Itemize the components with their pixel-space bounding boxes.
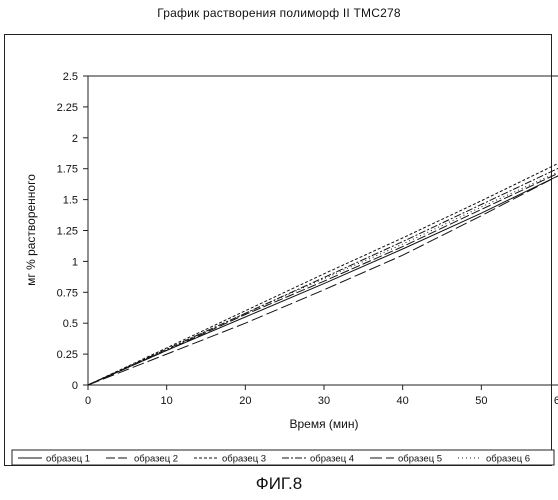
legend-label-2: образец 2 [134,454,178,465]
series-line-2 [88,172,558,385]
y-tick-label: 1.75 [57,164,78,176]
legend-label-3: образец 3 [222,454,266,465]
figure-caption: ФИГ.8 [0,474,558,494]
x-tick-label: 30 [318,395,330,407]
x-tick-label: 10 [161,395,173,407]
y-tick-label: 0 [72,380,78,392]
x-tick-label: 0 [85,395,91,407]
x-tick-label: 20 [239,395,251,407]
series-line-6 [88,171,558,385]
legend-label-4: образец 4 [310,454,354,465]
y-tick-label: 2.5 [63,71,78,83]
y-tick-label: 0.25 [57,349,78,361]
y-tick-label: 1.25 [57,226,78,238]
x-tick-label: 40 [397,395,409,407]
series-lines [88,163,558,386]
series-line-4 [88,168,558,386]
x-tick-label: 50 [475,395,487,407]
legend-label-1: образец 1 [46,454,90,465]
x-axis-title: Время (мин) [289,417,358,431]
legend-label-5: образец 5 [398,454,442,465]
y-axis: 0 0.25 0.5 0.75 1 1.25 1.5 1.75 2 2.25 2.5 [57,71,88,392]
line-chart: 0 0.25 0.5 0.75 1 1.25 1.5 1.75 2 2.25 2.5 0 10 20 30… [0,0,558,470]
y-tick-label: 2.25 [57,102,78,114]
y-tick-label: 1.5 [63,195,78,207]
y-axis-title: мг % растворенного [24,174,38,286]
plot-area [88,76,558,385]
x-tick-label: 60 [554,395,558,407]
y-tick-label: 0.75 [57,287,78,299]
x-axis: 0 10 20 30 40 50 60 [85,385,558,407]
y-tick-label: 1 [72,256,78,268]
series-line-3 [88,163,558,386]
y-tick-label: 0.5 [63,318,78,330]
y-tick-label: 2 [72,133,78,145]
legend-label-6: образец 6 [486,454,530,465]
